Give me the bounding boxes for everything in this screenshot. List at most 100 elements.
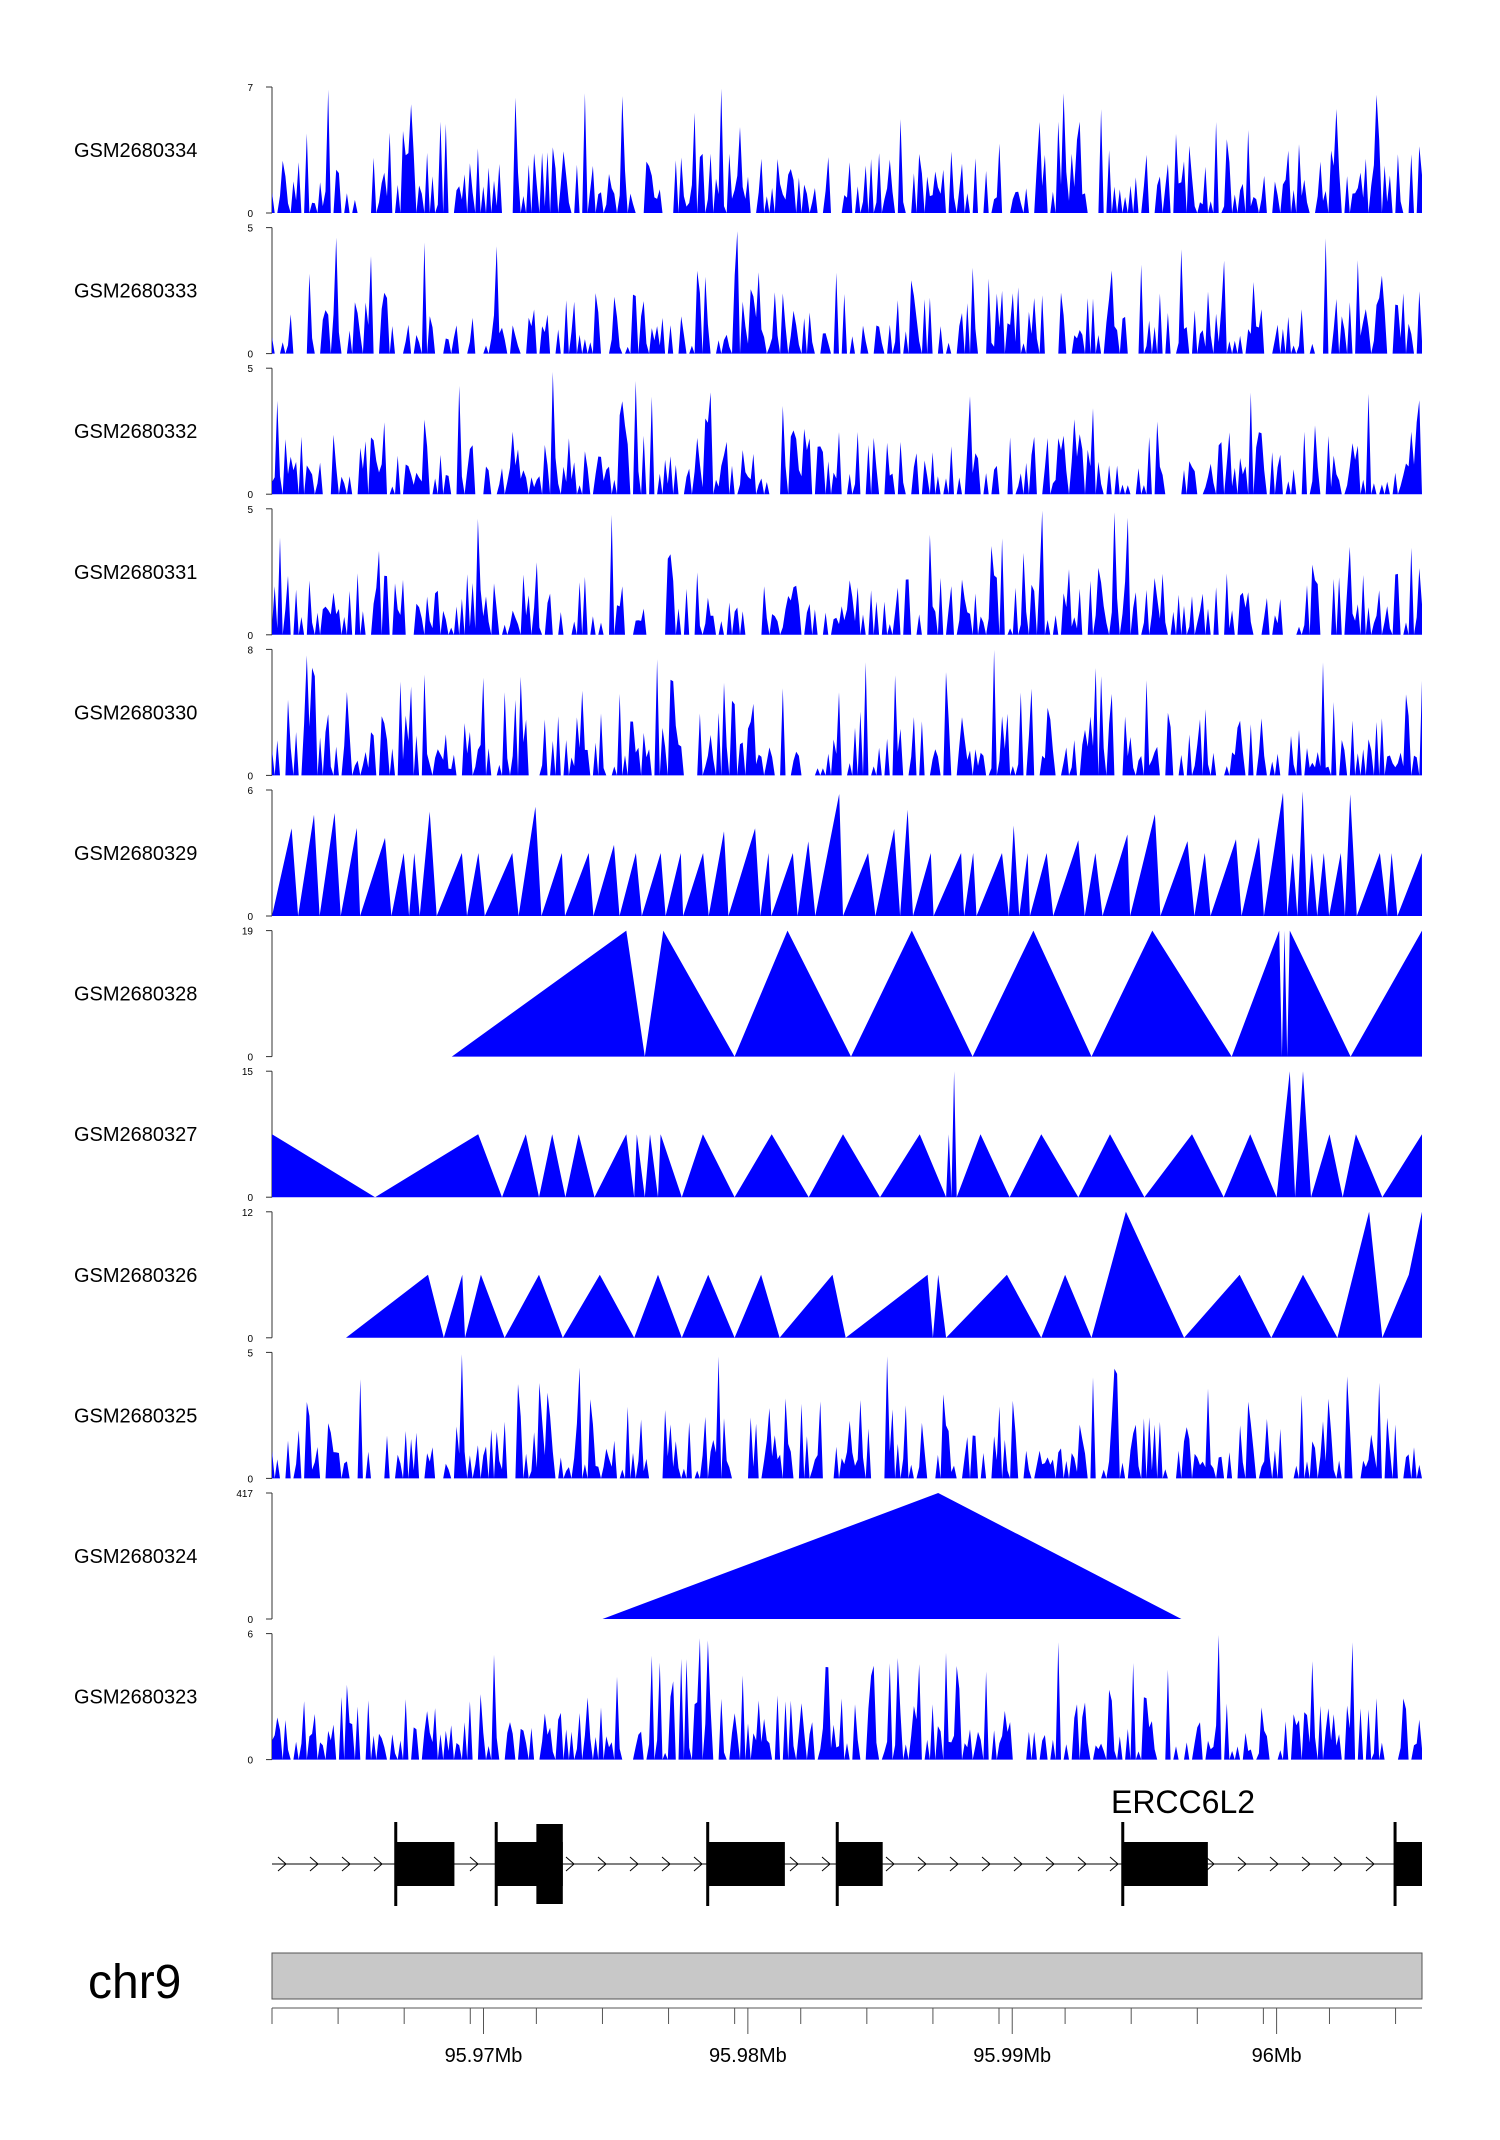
strand-arrow [1237,1856,1247,1872]
chromosome-label: chr9 [88,1956,181,2009]
track-gsm2680323: GSM2680323 6 0 [74,1630,1422,1767]
track-gsm2680332: GSM2680332 5 0 [74,364,1422,501]
track-gsm2680327: GSM2680327 15 0 [74,1067,1422,1204]
gene-model-track: ERCC6L2 [272,1784,1422,1906]
track-gsm2680329: GSM2680329 6 0 [74,786,1422,923]
strand-arrow [597,1856,607,1872]
exon [837,1842,883,1886]
strand-arrow [1013,1856,1023,1872]
track-gsm2680324: GSM2680324 417 0 [74,1489,1182,1626]
exon [1123,1842,1208,1886]
track-ymin-label: 0 [247,209,253,220]
track-ymin-label: 0 [247,1474,253,1485]
track-label: GSM2680331 [74,562,197,584]
strand-arrow [821,1856,831,1872]
track-ymin-label: 0 [247,1193,253,1204]
track-ymax-label: 6 [247,786,253,797]
strand-arrow [373,1856,383,1872]
gene-label: ERCC6L2 [1111,1784,1255,1820]
strand-arrow [949,1856,959,1872]
track-ymax-label: 5 [247,1348,253,1359]
axis-tick-label: 96Mb [1252,2045,1302,2067]
coverage-area [272,88,1422,213]
axis-tick-label: 95.99Mb [973,2045,1051,2067]
track-ymax-label: 5 [247,224,253,235]
strand-arrow [789,1856,799,1872]
track-label: GSM2680324 [74,1546,197,1568]
track-ymin-label: 0 [247,631,253,642]
exon-boundary [1393,1822,1397,1906]
track-ymin-label: 0 [247,350,253,361]
track-gsm2680325: GSM2680325 5 0 [74,1348,1422,1485]
track-gsm2680328: GSM2680328 19 0 [74,927,1422,1064]
track-ymin-label: 0 [247,1615,253,1626]
exon-boundary [706,1822,710,1906]
track-ymax-label: 12 [242,1208,254,1219]
strand-arrow [469,1856,479,1872]
track-label: GSM2680332 [74,421,197,443]
track-ymax-label: 15 [242,1067,254,1078]
track-ymax-label: 7 [247,83,253,94]
track-label: GSM2680330 [74,702,197,724]
exon [1395,1842,1422,1886]
coverage-area [272,1071,1422,1198]
track-label: GSM2680333 [74,281,197,303]
track-label: GSM2680334 [74,140,197,162]
track-gsm2680334: GSM2680334 7 0 [74,83,1422,220]
strand-arrow [661,1856,671,1872]
track-ymax-label: 417 [236,1489,253,1500]
strand-arrow [1077,1856,1087,1872]
track-gsm2680331: GSM2680331 5 0 [74,505,1422,642]
exon-boundary [394,1822,398,1906]
coverage-area [272,1635,1422,1760]
strand-arrow [1045,1856,1055,1872]
strand-arrow [565,1856,575,1872]
track-ymin-label: 0 [247,912,253,923]
strand-arrow [917,1856,927,1872]
track-label: GSM2680328 [74,984,197,1006]
track-ymax-label: 5 [247,505,253,516]
track-gsm2680326: GSM2680326 12 0 [74,1208,1422,1345]
strand-arrow [309,1856,319,1872]
exon-coding-block [536,1824,563,1904]
strand-arrow [693,1856,703,1872]
strand-arrow [1205,1856,1215,1872]
track-gsm2680330: GSM2680330 8 0 [74,645,1422,782]
coverage-area [602,1493,1182,1619]
strand-arrow [885,1856,895,1872]
strand-arrow [277,1856,287,1872]
track-ymax-label: 6 [247,1630,253,1641]
axis-tick-label: 95.98Mb [709,2045,787,2067]
chromosome-ideogram: chr9 [88,1952,1423,2009]
track-ymin-label: 0 [247,1334,253,1345]
track-ymin-label: 0 [247,1756,253,1767]
strand-arrow [1269,1856,1279,1872]
track-ymax-label: 8 [247,645,253,656]
strand-arrow [1333,1856,1343,1872]
coverage-area [272,371,1422,495]
strand-arrow [981,1856,991,1872]
track-ymin-label: 0 [247,771,253,782]
axis-tick-label: 95.97Mb [445,2045,523,2067]
strand-arrow [1109,1856,1119,1872]
coverage-area [272,231,1422,354]
track-label: GSM2680329 [74,843,197,865]
track-ymax-label: 19 [242,927,254,938]
exon-boundary [494,1822,498,1906]
track-label: GSM2680327 [74,1124,197,1146]
exon [396,1842,455,1886]
coverage-area [272,1354,1422,1479]
ideogram-bar [271,1952,1423,2000]
data-tracks: GSM268033470GSM268033350GSM268033250GSM2… [74,83,1422,1767]
coverage-area [451,930,1422,1057]
genome-axis: 95.97Mb 95.98Mb 95.99Mb 96Mb [271,2007,1422,2067]
track-label: GSM2680325 [74,1405,197,1427]
coverage-area [272,649,1422,776]
track-label: GSM2680323 [74,1687,197,1709]
exon-boundary [835,1822,839,1906]
exon-boundary [1121,1822,1125,1906]
track-ymin-label: 0 [247,1053,253,1064]
strand-arrow [1301,1856,1311,1872]
track-ymin-label: 0 [247,490,253,501]
